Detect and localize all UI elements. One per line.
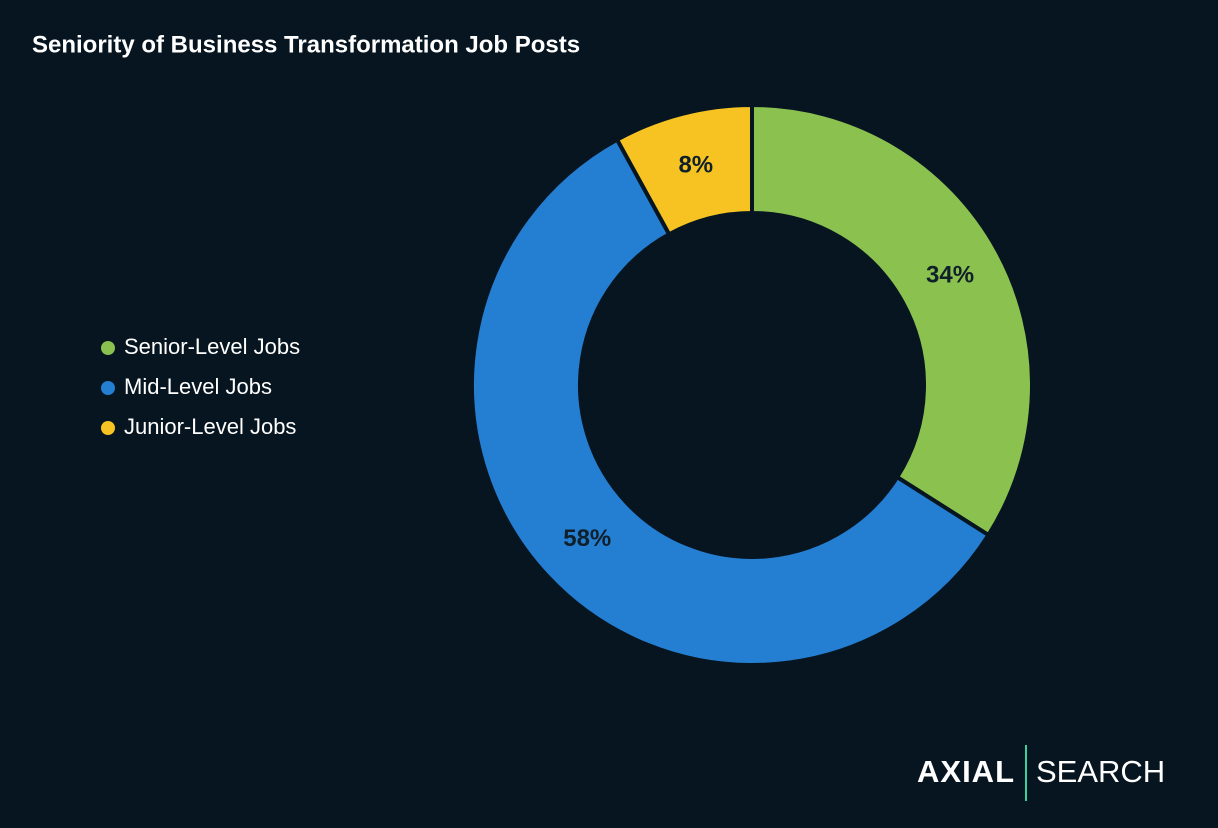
donut-segment (470, 136, 992, 667)
chart-title: Seniority of Business Transformation Job… (32, 31, 580, 58)
legend-marker (101, 341, 115, 355)
logo-right: SEARCH (1036, 754, 1165, 789)
legend-marker (101, 381, 115, 395)
data-label: 8% (678, 151, 713, 178)
legend-label: Junior-Level Jobs (124, 414, 296, 439)
legend-label: Mid-Level Jobs (124, 374, 272, 399)
data-label: 34% (926, 261, 974, 288)
data-label: 58% (563, 525, 611, 552)
donut-segment (750, 102, 1034, 538)
legend-marker (101, 421, 115, 435)
donut-segment (614, 102, 754, 237)
logo-left: AXIAL (917, 754, 1015, 789)
legend-label: Senior-Level Jobs (124, 334, 300, 359)
